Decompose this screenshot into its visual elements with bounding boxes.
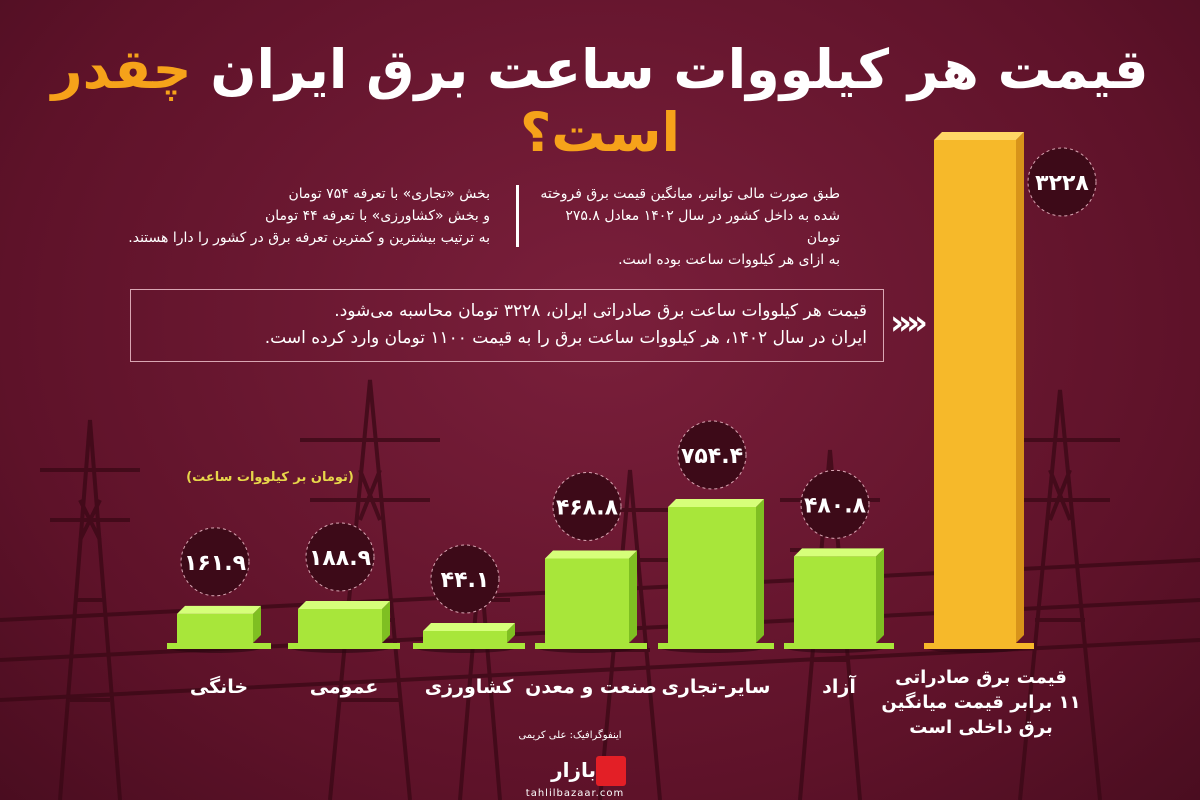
note-line: بخش «تجاری» با تعرفه ۷۵۴ تومان: [288, 186, 490, 202]
value-label-public: ۱۸۸.۹: [309, 546, 371, 571]
note-divider: [516, 185, 519, 247]
value-label-free: ۴۸۰.۸: [804, 493, 867, 518]
logo-url: tahlilbazaar.com: [525, 788, 625, 799]
bar-top-export: [934, 132, 1024, 140]
bar-public: [298, 608, 382, 643]
logo-mark-icon: [596, 756, 626, 786]
bar-side-agriculture: [507, 623, 515, 643]
logo-name: بازار: [551, 758, 596, 782]
bar-top-public: [298, 600, 390, 609]
bar-base-household: [167, 643, 271, 649]
bar-side-export: [1016, 132, 1024, 643]
category-label-agriculture: کشاورزی: [425, 676, 515, 698]
category-label-export-line: ۱۱ برابر قیمت میانگین: [881, 691, 1080, 713]
bar-agriculture: [423, 631, 507, 643]
bar-base-free: [784, 643, 894, 649]
note-line: و بخش «کشاورزی» با تعرفه ۴۴ تومان: [265, 208, 490, 224]
category-label-public: عمومی: [310, 676, 379, 698]
value-badge-household: [180, 527, 250, 597]
bar-export: [934, 140, 1016, 643]
brand-logo: بازار tahlilbazaar.com: [526, 752, 680, 799]
bar-free: [794, 556, 876, 643]
note-tariff-extremes: بخش «تجاری» با تعرفه ۷۵۴ تومان و بخش «کش…: [60, 183, 490, 249]
value-badge-industry: [552, 471, 622, 541]
bar-side-free: [876, 548, 884, 643]
value-badge-free: [800, 469, 870, 539]
bar-top-household: [177, 605, 261, 614]
bar-base-public: [288, 643, 400, 649]
bar-commercial: [668, 507, 756, 643]
bar-top-industry: [545, 550, 637, 559]
value-label-commercial: ۷۵۴.۴: [681, 444, 743, 469]
value-label-agriculture: ۴۴.۱: [441, 568, 490, 593]
category-label-household: خانگی: [190, 675, 248, 698]
title-main: قیمت هر کیلووات ساعت برق ایران: [210, 38, 1149, 101]
title-highlight: چقدر است؟: [51, 38, 681, 164]
bar-top-commercial: [668, 499, 764, 507]
note-line: به ازای هر کیلووات ساعت بوده است.: [618, 252, 840, 268]
callout-line: قیمت هر کیلووات ساعت برق صادراتی ایران، …: [334, 301, 867, 321]
category-label-commercial: سایر-تجاری: [662, 676, 771, 698]
bar-top-agriculture: [423, 623, 515, 631]
bar-base-export: [924, 643, 1034, 649]
value-badge-commercial: [677, 420, 747, 490]
bar-industry: [545, 558, 629, 643]
bar-household: [177, 613, 253, 643]
bar-base-industry: [535, 643, 647, 649]
note-line: به ترتیب بیشترین و کمترین تعرفه برق در ک…: [128, 230, 490, 246]
unit-label: (تومان بر کیلووات ساعت): [186, 470, 354, 485]
export-price-callout: قیمت هر کیلووات ساعت برق صادراتی ایران، …: [130, 289, 884, 362]
value-label-household: ۱۶۱.۹: [184, 551, 246, 576]
category-label-free: آزاد: [822, 674, 856, 698]
note-line: طبق صورت مالی توانیر، میانگین قیمت برق ف…: [540, 186, 840, 202]
credit-text: اینفوگرافیک: علی کریمی: [518, 730, 622, 741]
bar-side-household: [253, 605, 261, 643]
category-label-export-line: قیمت برق صادراتی: [895, 667, 1067, 688]
value-label-industry: ۴۶۸.۸: [556, 495, 619, 520]
note-line: شده به داخل کشور در سال ۱۴۰۲ معادل ۲۷۵.۸…: [565, 208, 840, 246]
page-title: قیمت هر کیلووات ساعت برق ایران چقدر است؟: [0, 38, 1200, 164]
note-average-price: طبق صورت مالی توانیر، میانگین قیمت برق ف…: [540, 183, 840, 271]
value-badge-export: [1027, 147, 1097, 217]
bar-top-free: [794, 548, 884, 557]
category-label-export-line: برق داخلی است: [909, 717, 1052, 738]
bar-base-agriculture: [413, 643, 525, 649]
bar-side-public: [382, 600, 390, 643]
bar-side-commercial: [756, 499, 764, 643]
bar-side-industry: [629, 550, 637, 643]
value-badge-agriculture: [430, 544, 500, 614]
callout-line: ایران در سال ۱۴۰۲، هر کیلووات ساعت برق ر…: [264, 328, 867, 348]
value-label-export: ۳۲۲۸: [1035, 171, 1089, 196]
value-badge-public: [305, 522, 375, 592]
bar-base-commercial: [658, 643, 774, 649]
category-label-industry: صنعت و معدن: [525, 676, 657, 698]
